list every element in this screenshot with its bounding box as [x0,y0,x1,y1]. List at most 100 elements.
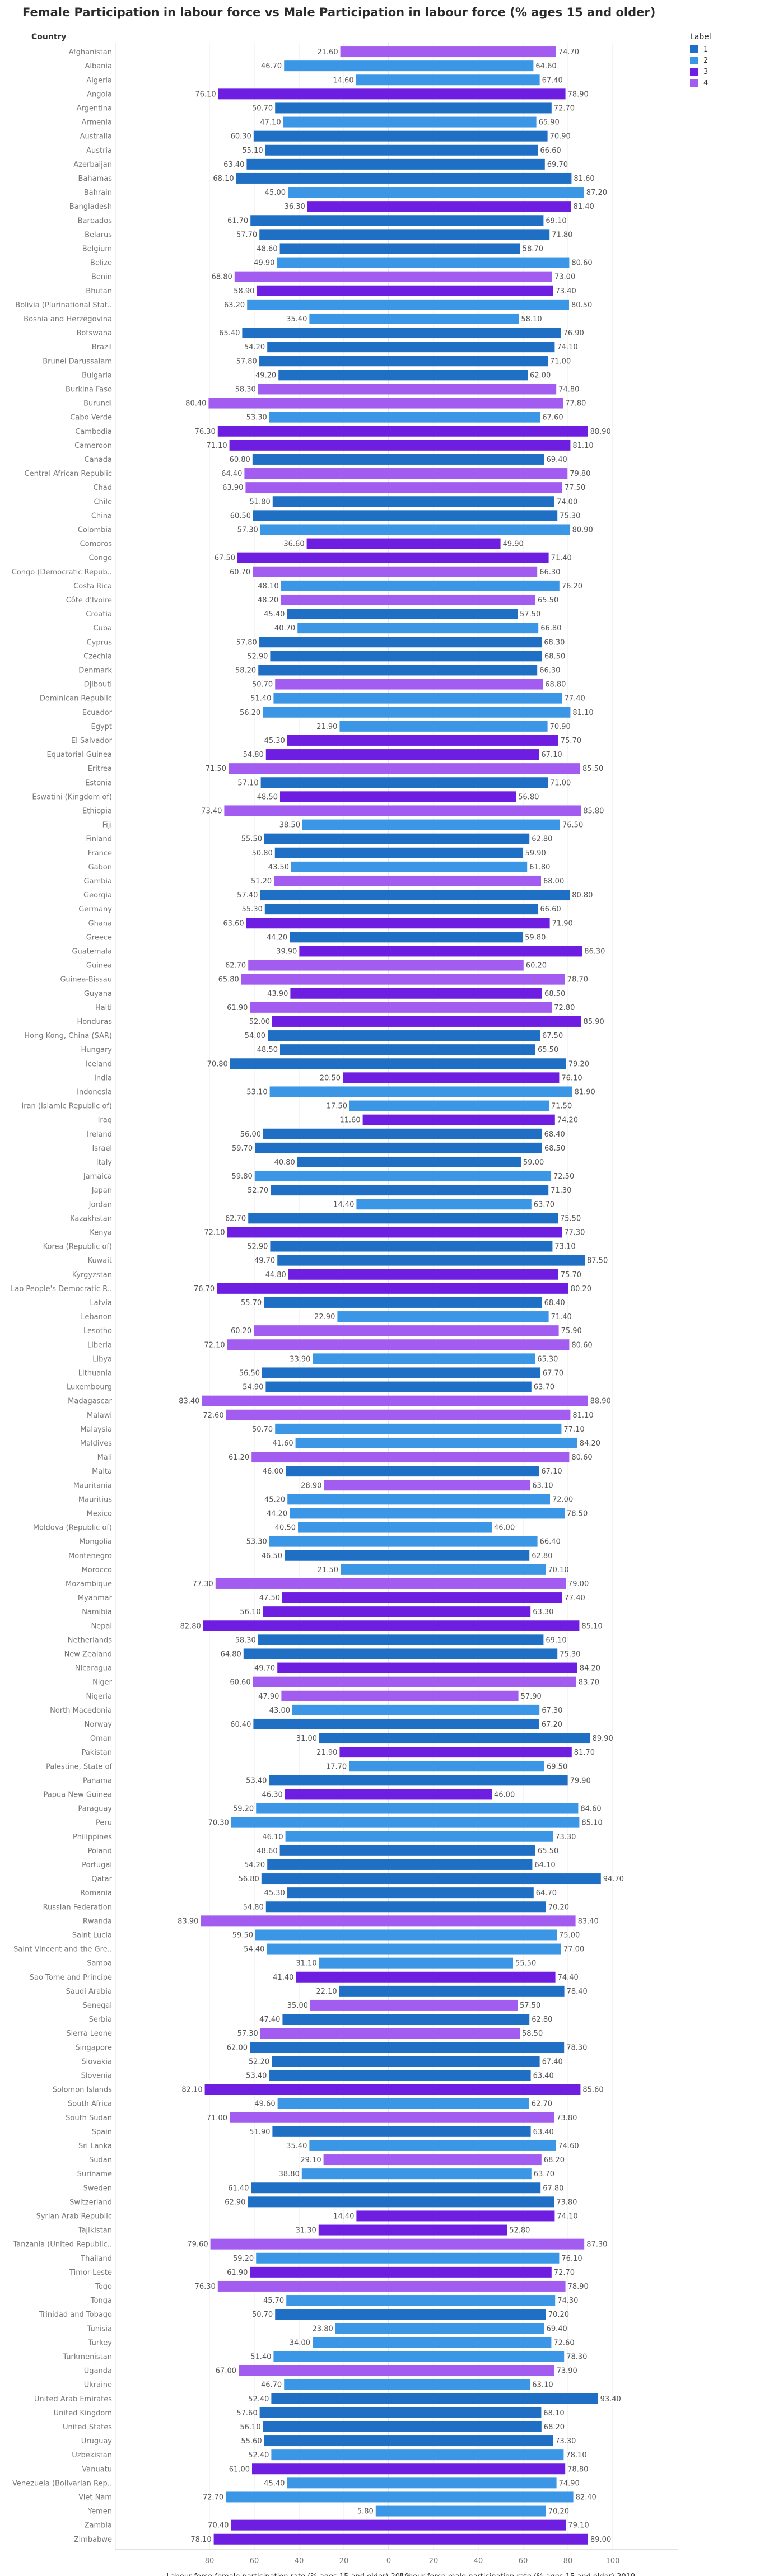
country-label: Tajikistan [78,2227,112,2235]
table-row: Argentina 50.70 72.70 [77,102,575,114]
male-bar [389,2365,554,2376]
table-row: Palestine, State of 17.70 69.50 [46,1761,567,1772]
female-bar [248,960,389,971]
country-label: Kazakhstan [70,1214,112,1223]
male-value-label: 69.70 [547,161,568,169]
table-row: Maldives 41.60 84.20 [80,1437,600,1448]
country-label: Trinidad and Tobago [39,2311,112,2319]
male-bar [389,2491,574,2503]
female-bar [323,2154,389,2166]
male-value-label: 71.00 [550,779,571,787]
table-row: Turkmenistan 51.40 78.30 [62,2351,587,2362]
country-label: Panama [83,1776,112,1785]
female-bar [291,861,389,872]
country-label: Mexico [87,1509,112,1518]
female-value-label: 57.60 [236,2409,257,2418]
table-row: Moldova (Republic of) 40.50 46.00 [33,1522,515,1533]
female-bar [265,749,389,760]
male-bar [389,960,524,971]
male-bar [389,904,538,915]
country-label: Comoros [80,540,113,549]
table-row: Guinea-Bissau 65.80 78.70 [60,974,588,985]
male-bar [389,1634,544,1645]
male-bar [389,623,539,634]
male-value-label: 71.40 [551,1313,572,1321]
country-label: Mauritius [78,1495,112,1504]
female-bar [229,440,389,451]
male-bar [389,2112,554,2123]
male-bar [389,566,538,577]
male-value-label: 80.60 [571,1341,592,1349]
country-label: Equatorial Guinea [46,751,112,759]
female-value-label: 72.10 [204,1228,225,1237]
female-value-label: 80.40 [185,400,206,408]
female-bar [309,313,389,324]
country-label: Iran (Islamic Republic of) [21,1102,112,1111]
male-value-label: 69.40 [547,456,567,464]
male-value-label: 65.50 [538,1847,558,1855]
male-value-label: 73.30 [555,1833,576,1841]
male-bar [389,1817,580,1828]
female-value-label: 17.50 [327,1102,347,1111]
female-value-label: 65.80 [218,976,239,984]
male-value-label: 63.40 [533,2072,554,2080]
country-label: Canada [85,456,112,464]
legend-swatch [690,57,698,64]
country-label: Lesotho [83,1327,112,1335]
male-value-label: 62.80 [532,1552,552,1560]
country-label: Palestine, State of [46,1762,112,1771]
female-value-label: 67.50 [215,554,235,563]
male-value-label: 73.80 [556,2114,577,2122]
male-value-label: 63.70 [534,1383,554,1392]
table-row: El Salvador 45.30 75.70 [71,735,581,746]
country-label: Peru [96,1819,112,1827]
female-bar [274,847,389,858]
male-value-label: 74.40 [558,1974,579,1982]
country-label: Senegal [83,2002,112,2010]
female-value-label: 54.20 [244,1861,265,1869]
male-value-label: 72.60 [553,2339,574,2347]
female-bar [263,707,389,718]
male-bar [389,538,501,549]
country-label: Cyprus [87,638,113,647]
male-value-label: 87.20 [586,189,607,197]
male-value-label: 65.50 [538,596,558,605]
female-value-label: 60.60 [230,1679,250,1687]
male-bar [389,805,581,816]
table-row: Syrian Arab Republic 14.40 74.10 [36,2210,578,2222]
legend-item-1[interactable]: 1 [690,44,711,55]
female-bar [290,1508,389,1519]
female-value-label: 52.90 [247,1243,268,1251]
male-bar [389,2196,554,2208]
female-value-label: 56.50 [239,1369,260,1377]
country-label: South Africa [68,2100,112,2109]
country-label: North Macedonia [50,1707,112,1715]
legend-item-4[interactable]: 4 [690,77,711,88]
table-row: Kenya 72.10 77.30 [90,1227,585,1238]
x-tick-label-right: 0 [386,2557,391,2565]
female-bar [283,116,389,128]
male-value-label: 85.10 [581,1819,602,1827]
male-value-label: 77.50 [565,484,585,492]
female-value-label: 50.80 [252,849,273,858]
legend-item-3[interactable]: 3 [690,66,711,77]
male-value-label: 70.90 [550,723,571,731]
female-value-label: 52.20 [249,2058,269,2066]
male-bar [389,707,571,718]
table-row: Tunisia 23.80 69.40 [87,2323,567,2334]
male-bar [389,1156,521,1167]
female-value-label: 56.80 [239,1875,259,1883]
male-value-label: 73.80 [556,2198,577,2206]
table-row: Lebanon 22.90 71.40 [81,1311,572,1322]
table-row: Armenia 47.10 65.90 [82,116,560,128]
x-tick-label-right: 100 [606,2557,620,2565]
country-label: Netherlands [68,1636,112,1644]
legend-item-2[interactable]: 2 [690,55,711,66]
female-bar [264,904,389,915]
country-label: Gambia [83,877,112,886]
female-bar [227,1227,389,1238]
country-label: Indonesia [77,1088,112,1096]
country-label: Sao Tome and Principe [30,1974,112,1982]
male-value-label: 77.00 [563,1946,584,1954]
